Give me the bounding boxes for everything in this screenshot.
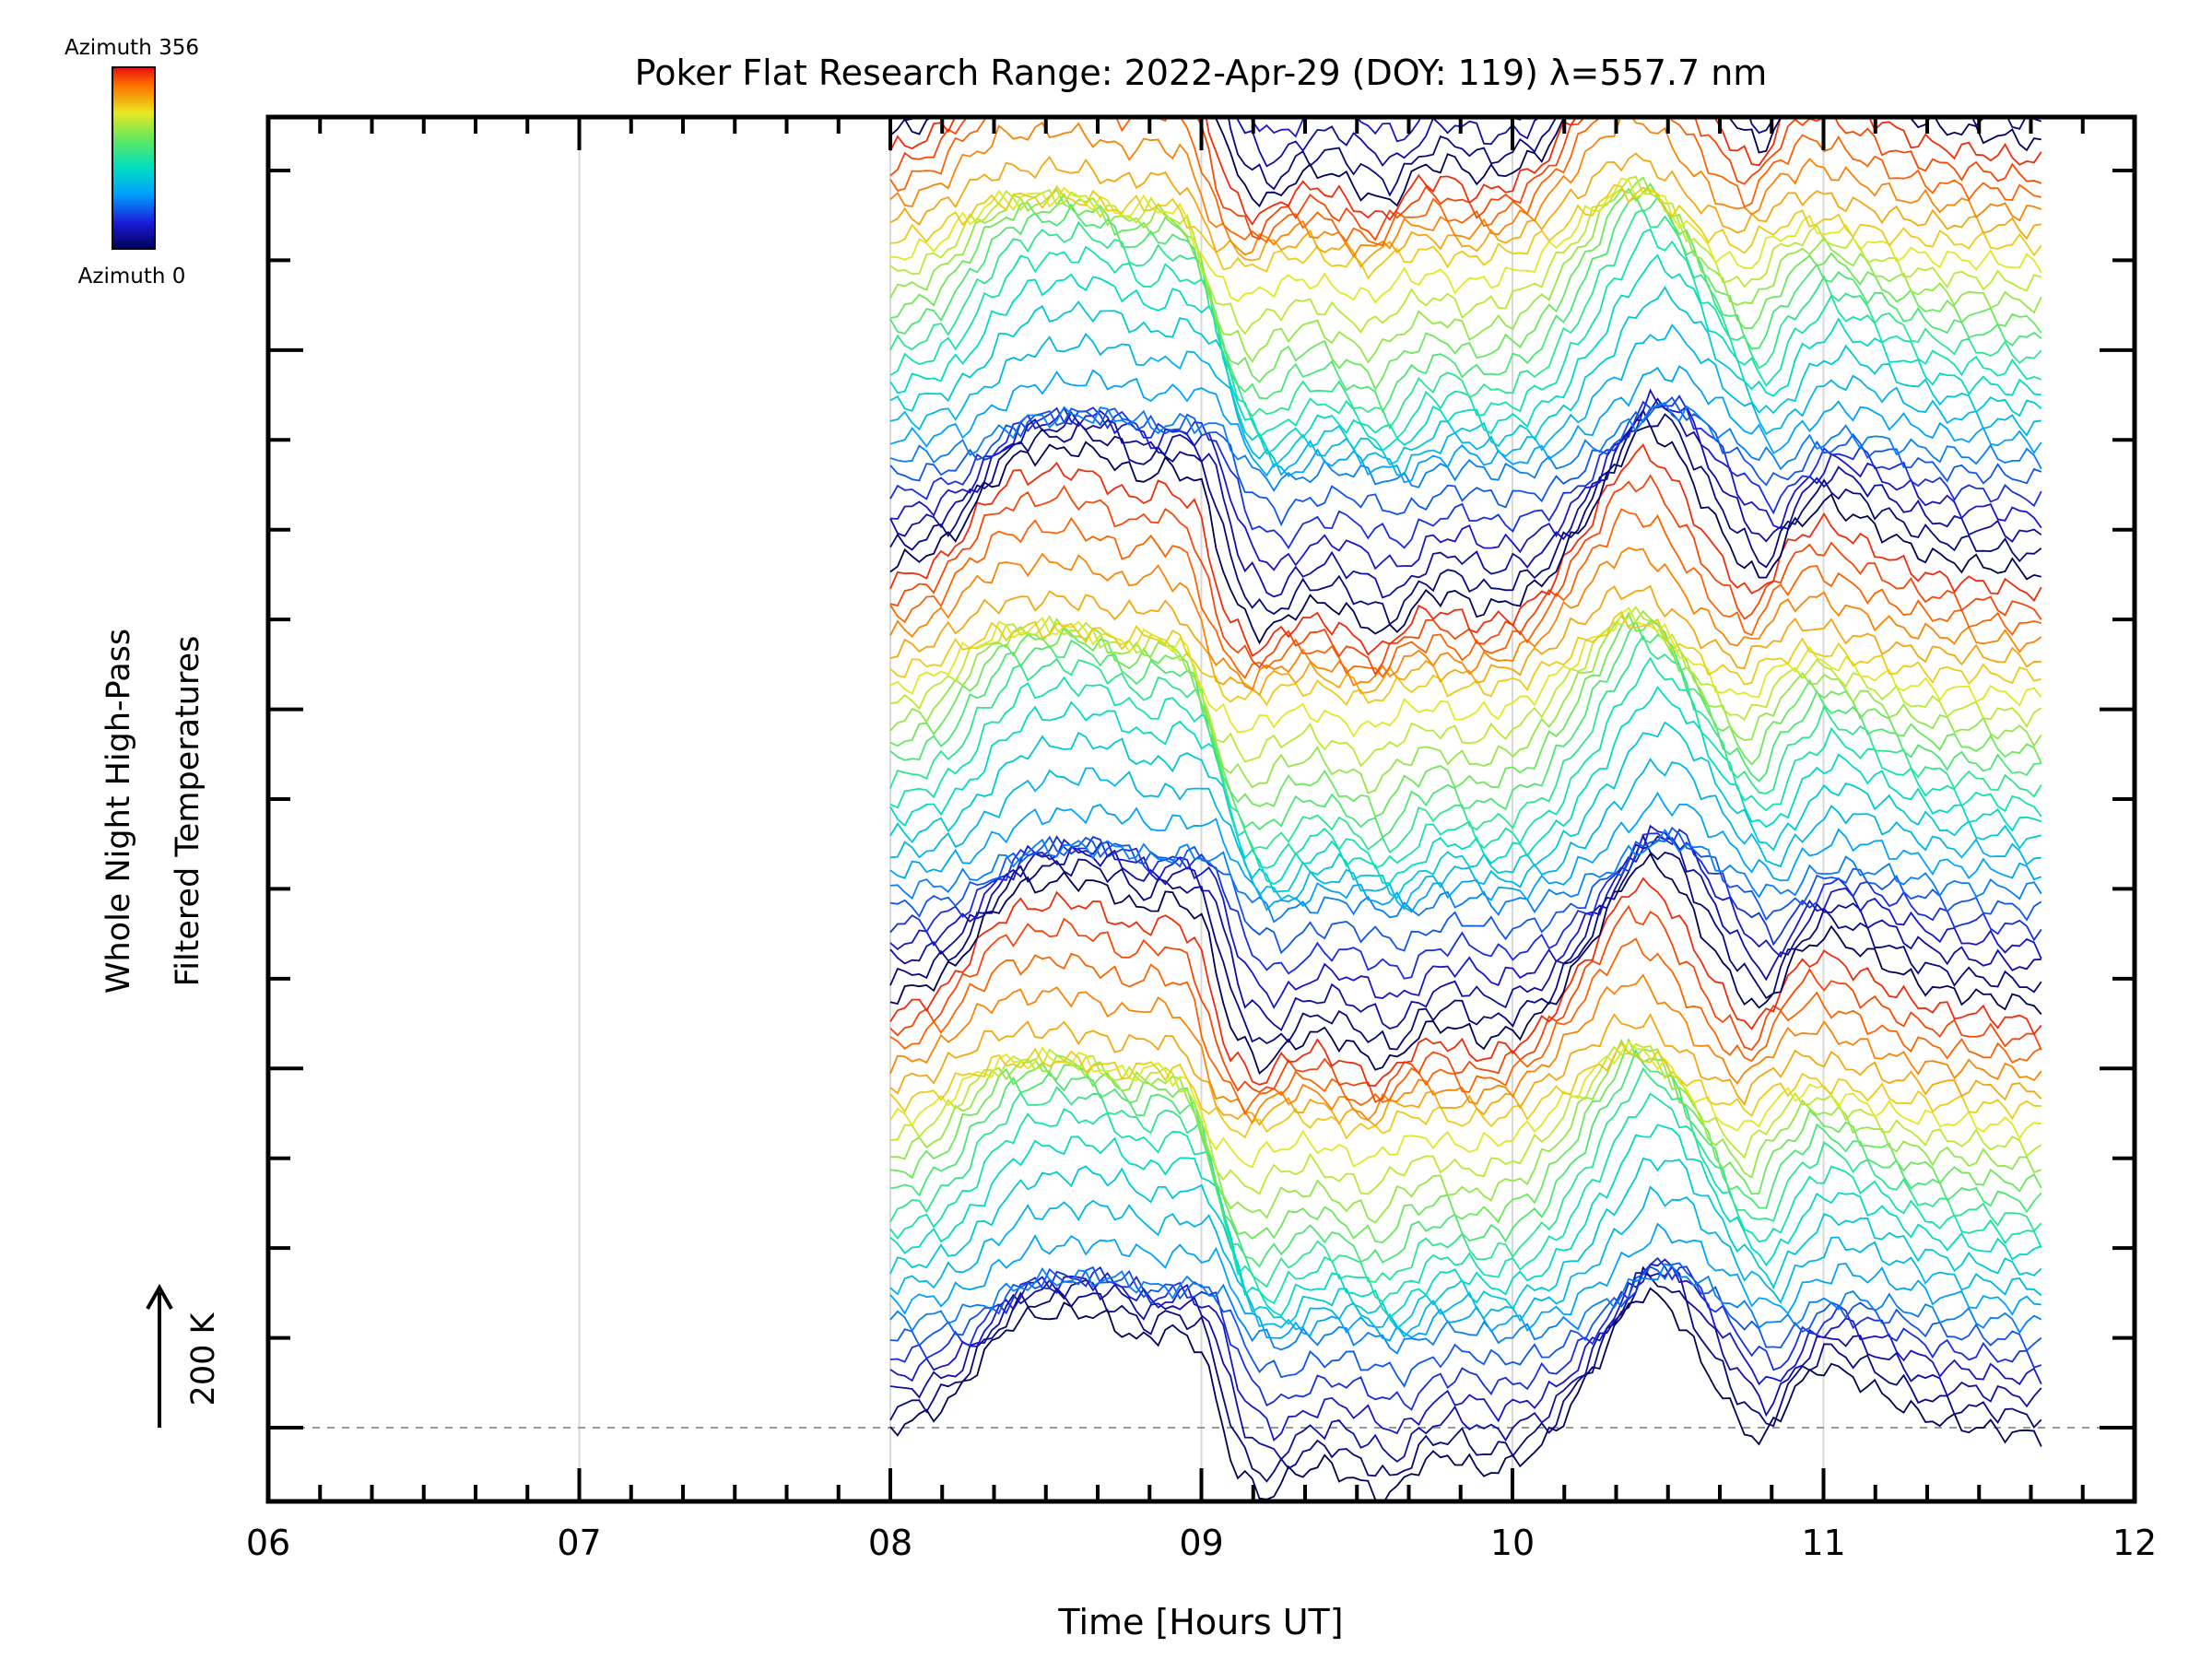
y-axis-label-line-2: Filtered Temperatures: [170, 636, 206, 987]
trace-g3-az148: [890, 0, 2041, 21]
trace-g2-az74: [889, 396, 2042, 527]
trace-g0-az119: [889, 1185, 2042, 1338]
trace-g0-az282: [889, 1013, 2042, 1127]
trace-g0-az267: [889, 1041, 2041, 1140]
x-tick-label: 11: [1801, 1523, 1845, 1563]
trace-g1-az178: [889, 634, 2042, 854]
trace-g1-az104: [889, 791, 2042, 913]
trace-g1-az74: [889, 826, 2042, 955]
trace-g1-az45: [889, 824, 2042, 1009]
trace-g1-az297: [889, 547, 2042, 691]
x-tick-label: 12: [2112, 1523, 2157, 1563]
trace-g0-az148: [889, 1124, 2042, 1319]
trace-g1-az89: [889, 829, 2042, 924]
trace-g1-az0: [889, 852, 2042, 1076]
trace-g3-az30: [1236, 117, 1542, 168]
temperature-traces: [889, 0, 2042, 1501]
trace-g2-az282: [889, 152, 2041, 269]
axis-ticks: [266, 117, 2136, 1501]
trace-g0-az30: [889, 1265, 2042, 1463]
x-tick-labels: 06 07 08 09 10 11 12: [246, 1523, 2157, 1563]
trace-g2-az193: [889, 195, 2042, 414]
trace-g1-az267: [889, 610, 2042, 707]
trace-g0-az326: [889, 904, 2042, 1103]
trace-g1-az134: [889, 721, 2042, 900]
x-tick-label: 07: [557, 1523, 601, 1563]
scale-bar: 200 K: [146, 1283, 222, 1428]
trace-g2-az297: [889, 117, 2042, 258]
grid-lines: [578, 117, 1825, 1501]
trace-g2-az341: [889, 117, 2042, 226]
trace-g0-az74: [889, 1262, 2042, 1388]
azimuth-colorbar: Azimuth 356 Azimuth 0: [65, 36, 199, 288]
trace-g2-az267: [889, 183, 2042, 280]
trace-g3-az15: [901, 117, 2042, 197]
trace-g1-az312: [889, 508, 2042, 679]
trace-g2-az30: [889, 397, 2042, 599]
colorbar-bottom-label: Azimuth 0: [78, 265, 186, 288]
x-tick-label: 10: [1490, 1523, 1535, 1563]
trace-g0-az89: [889, 1263, 2042, 1355]
trace-g3-az134: [890, 0, 2041, 37]
trace-g1-az59: [889, 828, 2042, 980]
x-tick-label: 06: [246, 1523, 290, 1563]
trace-g2-az223: [889, 176, 2042, 364]
trace-g1-az15: [889, 833, 2042, 1051]
y-axis-label-line-1: Whole Night High-Pass: [100, 629, 137, 994]
x-tick-label: 08: [868, 1523, 912, 1563]
trace-g3-az104: [890, 0, 2041, 53]
trace-g2-az178: [889, 208, 2042, 430]
trace-g1-az208: [889, 611, 2042, 818]
trace-g2-az326: [889, 117, 2042, 241]
trace-g2-az119: [889, 323, 2041, 477]
trace-g3-az89: [890, 0, 2041, 59]
trace-g0-az134: [889, 1157, 2042, 1330]
x-tick-label: 09: [1179, 1523, 1223, 1563]
scale-bar-label: 200 K: [185, 1312, 222, 1406]
trace-g3-az163: [890, 0, 2041, 12]
trace-g2-az148: [889, 253, 2041, 455]
colorbar-top-label: Azimuth 356: [65, 36, 199, 60]
trace-g1-az223: [889, 609, 2042, 794]
trace-g0-az223: [889, 1039, 2042, 1224]
trace-g1-az119: [889, 758, 2041, 911]
trace-g2-az237: [889, 175, 2042, 335]
trace-g3-az119: [890, 0, 2041, 48]
trace-g0-az104: [889, 1222, 2041, 1342]
trace-g0-az297: [889, 973, 2042, 1124]
trace-g0-az178: [889, 1066, 2042, 1288]
trace-g0-az208: [889, 1037, 2042, 1243]
trace-g0-az312: [889, 937, 2042, 1116]
trace-g2-az208: [889, 182, 2042, 392]
x-axis-label: Time [Hours UT]: [1057, 1602, 1343, 1642]
trace-g1-az148: [889, 686, 2042, 886]
trace-g0-az59: [889, 1256, 2042, 1411]
trace-g2-az104: [889, 365, 2042, 484]
trace-g1-az163: [889, 656, 2042, 870]
trace-g0-az252: [889, 1041, 2041, 1169]
scale-bar-arrow-head: [146, 1283, 173, 1310]
trace-g0-az163: [889, 1092, 2042, 1305]
trace-g1-az341: [889, 442, 2042, 657]
trace-g2-az45: [889, 388, 2042, 571]
trace-g0-az341: [889, 877, 2042, 1088]
trace-g2-az134: [889, 286, 2042, 469]
trace-g3-az0: [889, 117, 2041, 208]
trace-g1-az193: [889, 619, 2041, 839]
trace-g1-az282: [889, 584, 2041, 697]
trace-g2-az0: [889, 424, 2041, 645]
trace-g2-az89: [889, 401, 2042, 492]
trace-g2-az312: [889, 117, 2041, 247]
colorbar-gradient: [112, 66, 156, 250]
trace-g1-az326: [889, 474, 2042, 677]
trace-g2-az163: [889, 228, 2042, 440]
chart-title: Poker Flat Research Range: 2022-Apr-29 (…: [635, 53, 1768, 93]
trace-g0-az15: [889, 1265, 2042, 1483]
trace-g2-az59: [889, 394, 2042, 550]
trace-g0-az193: [889, 1048, 2042, 1268]
trace-g0-az0: [889, 1287, 2042, 1501]
